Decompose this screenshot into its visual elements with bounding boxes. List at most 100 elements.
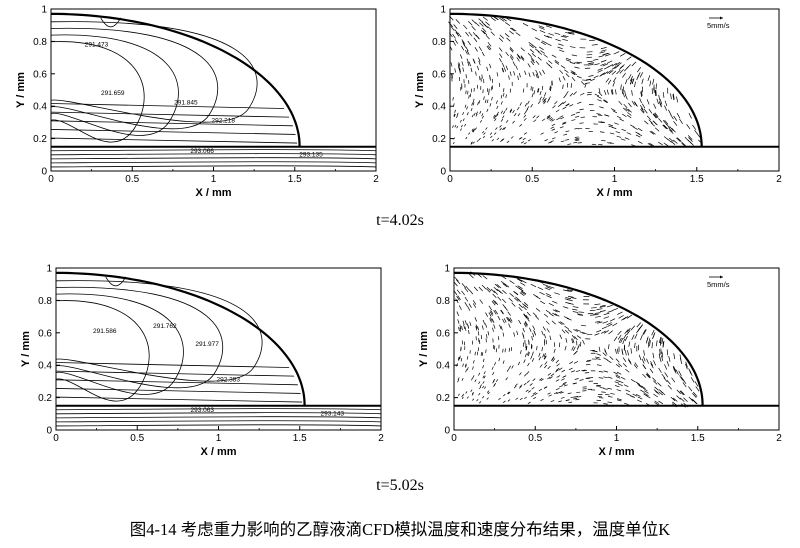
velocity-vector [494,300,499,305]
y-tick-label: 0.6 [436,328,450,339]
velocity-vector [465,369,468,373]
velocity-vector [573,142,578,144]
velocity-vector [637,127,643,132]
velocity-vector [494,362,496,366]
velocity-vector [532,115,536,119]
velocity-vector [464,326,467,331]
velocity-vector [620,84,622,90]
velocity-vector [595,315,601,318]
velocity-vector [523,313,528,318]
velocity-vector [675,369,679,375]
velocity-vector [474,317,477,322]
velocity-vector [554,59,560,64]
velocity-vector [687,139,693,145]
velocity-vector [566,317,572,321]
velocity-vector [657,382,662,387]
velocity-vector [631,61,637,67]
velocity-vector [599,73,605,77]
velocity-vector [486,390,490,393]
velocity-vector [567,329,573,333]
velocity-vector [539,30,546,33]
velocity-vector [509,317,513,322]
velocity-vector [565,139,570,141]
velocity-vector [623,103,628,109]
velocity-vector [558,77,561,83]
velocity-vector [518,386,522,389]
velocity-vector [479,384,483,387]
velocity-vector [499,324,502,330]
velocity-vector [570,71,576,76]
velocity-vector [464,296,469,302]
y-tick-label: 0.2 [33,134,47,145]
velocity-vector [623,107,628,112]
velocity-vector [465,364,467,368]
velocity-vector [623,334,627,340]
velocity-vector [603,90,607,96]
velocity-vector [597,68,603,71]
velocity-vector [539,291,545,295]
velocity-vector [492,293,497,299]
velocity-vector [478,60,481,66]
velocity-vector [515,32,521,36]
x-tick-label: 0.5 [525,174,539,185]
velocity-vector [614,65,620,70]
velocity-vector [659,99,663,105]
velocity-vector [474,351,476,356]
contour-label: 291.977 [195,341,219,348]
velocity-vector [486,334,488,339]
velocity-vector [659,101,662,107]
velocity-vector [471,26,476,31]
velocity-vector [520,141,524,144]
velocity-vector [692,393,697,398]
velocity-vector [635,131,641,135]
velocity-vector [475,113,478,117]
velocity-vector [612,307,619,311]
velocity-vector [603,330,609,334]
velocity-vector [658,117,663,123]
velocity-vector [554,292,560,295]
velocity-vector [594,312,601,314]
velocity-vector [637,141,643,144]
velocity-vector [568,31,574,34]
velocity-vector [486,66,489,72]
velocity-vector [449,45,453,51]
velocity-vector [676,389,681,395]
velocity-vector [546,116,551,120]
velocity-vector [672,139,678,144]
velocity-vector [555,369,559,373]
velocity-vector [639,97,642,104]
velocity-vector [546,35,553,39]
velocity-vector [482,358,485,363]
velocity-vector [519,72,521,78]
velocity-vector [465,49,468,55]
velocity-vector [475,71,477,76]
velocity-vector [526,311,531,316]
velocity-vector [603,376,608,379]
velocity-vector [584,82,590,84]
velocity-vector [580,116,585,118]
velocity-vector [555,359,559,364]
velocity-vector [573,396,578,398]
velocity-vector [568,302,574,305]
velocity-vector [682,382,687,388]
velocity-vector [615,363,621,368]
velocity-vector [519,292,525,297]
velocity-vector [507,317,511,322]
velocity-vector [622,363,627,368]
velocity-vector [559,334,563,339]
velocity-vector [670,114,674,120]
velocity-vector [502,111,506,115]
velocity-vector [571,77,576,82]
velocity-vector [609,132,615,135]
velocity-vector [545,25,552,29]
velocity-vector [468,61,471,67]
velocity-vector [559,69,564,74]
velocity-vector [466,58,469,63]
velocity-vector [530,355,533,360]
velocity-vector [640,104,644,110]
velocity-vector [607,359,612,364]
x-tick-label: 1 [614,433,620,444]
velocity-vector [462,363,464,367]
contour-label: 291.659 [101,90,125,97]
velocity-vector [491,318,495,324]
